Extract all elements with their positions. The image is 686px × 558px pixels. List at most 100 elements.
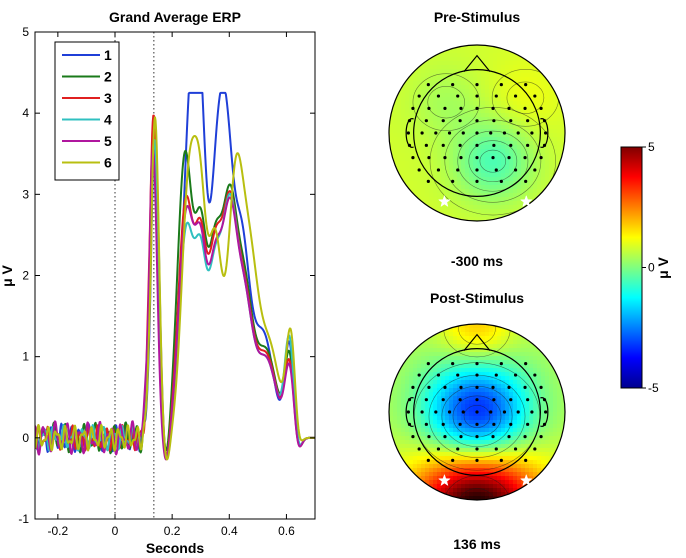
topomap-cell <box>497 209 502 214</box>
topomap-cell <box>501 109 506 114</box>
topomap-cell <box>545 452 550 457</box>
topomap-cell <box>513 444 518 449</box>
topomap-cell <box>449 145 454 150</box>
topomap-cell <box>537 173 542 178</box>
topomap-cell <box>513 428 518 433</box>
topomap-cell <box>557 384 562 389</box>
electrode-dot <box>544 131 548 135</box>
topomap-cell <box>461 49 466 54</box>
topomap-cell <box>441 376 446 381</box>
colorbar-ticks: 50-5 <box>642 140 659 395</box>
topomap-cell <box>417 89 422 94</box>
topomap-cell <box>493 117 498 122</box>
topomap-cell <box>445 113 450 118</box>
topomap-cell <box>481 201 486 206</box>
topomap-cell <box>521 420 526 425</box>
topomap-cell <box>489 57 494 62</box>
topomap-cell <box>433 476 438 481</box>
topomap-cell <box>485 109 490 114</box>
topomap-cell <box>525 340 530 345</box>
topomap-cell <box>421 177 426 182</box>
topomap-cell <box>469 73 474 78</box>
topomap-cell <box>497 380 502 385</box>
topomap-cell <box>461 117 466 122</box>
topomap-cell <box>449 376 454 381</box>
topomap-cell <box>505 372 510 377</box>
topomap-cell <box>437 332 442 337</box>
topomap-cell <box>449 65 454 70</box>
topomap-cell <box>557 396 562 401</box>
topomap-cell <box>477 197 482 202</box>
topomap-cell <box>537 89 542 94</box>
topomap-cell <box>453 117 458 122</box>
topomap-cell <box>533 348 538 353</box>
topomap-boundary <box>388 44 566 222</box>
topomap-cell <box>461 161 466 166</box>
topomap-cell <box>517 336 522 341</box>
topomap-cell <box>493 69 498 74</box>
topomap-cell <box>513 384 518 389</box>
topomap-cell <box>557 121 562 126</box>
topomap-cell <box>445 181 450 186</box>
topomap-cell <box>433 448 438 453</box>
topomap-cell <box>437 360 442 365</box>
topomap-cell <box>473 57 478 62</box>
topomap-cell <box>537 476 542 481</box>
topomap-cell <box>517 456 522 461</box>
topomap-cell <box>493 412 498 417</box>
topomap-cell <box>433 157 438 162</box>
topomap-cell <box>445 49 450 54</box>
topomap-cell <box>473 205 478 210</box>
topomap-cell <box>417 153 422 158</box>
topomap-cell <box>549 444 554 449</box>
topomap-cell <box>529 69 534 74</box>
topomap-cell <box>417 360 422 365</box>
topomap-cell <box>517 444 522 449</box>
topomap-cell <box>461 125 466 130</box>
topomap-cell <box>493 197 498 202</box>
topomap-cell <box>513 376 518 381</box>
topomap-cell <box>389 412 394 417</box>
topomap-cell <box>417 201 422 206</box>
topomap-cell <box>485 412 490 417</box>
topomap-cell <box>517 153 522 158</box>
topomap-cell <box>413 113 418 118</box>
topomap-cell <box>457 364 462 369</box>
topomap-cell <box>533 364 538 369</box>
topomap-cell <box>457 185 462 190</box>
topomap-cell <box>413 105 418 110</box>
topomap-cell <box>409 169 414 174</box>
topomap-cell <box>481 157 486 162</box>
topomap-cell <box>509 93 514 98</box>
topomap-cell <box>409 89 414 94</box>
topomap-cell <box>421 129 426 134</box>
topomap-cell <box>533 69 538 74</box>
topomap-cell <box>425 396 430 401</box>
topomap-cell <box>561 416 565 421</box>
topomap-cell <box>457 368 462 373</box>
topomap-cell <box>501 388 506 393</box>
topomap-cell <box>421 161 426 166</box>
topomap-cell <box>421 197 426 202</box>
topomap-cell <box>405 105 410 110</box>
topomap-cell <box>541 372 546 377</box>
topomap-cell <box>545 432 550 437</box>
topomap-cell <box>513 125 518 130</box>
topomap-cell <box>457 492 462 497</box>
topomap-cell <box>541 169 546 174</box>
topomap-cell <box>413 133 418 138</box>
topomap-cell <box>445 484 450 489</box>
topomap-cell <box>397 149 402 154</box>
topomap-cell <box>417 472 422 477</box>
topomap-cell <box>505 193 510 198</box>
topomap-cell <box>521 456 526 461</box>
topomap-cell <box>473 217 478 221</box>
topomap-cell <box>457 476 462 481</box>
topomap-cell <box>485 157 490 162</box>
topomap-cell <box>489 81 494 86</box>
topomap-cell <box>405 392 410 397</box>
topomap-cell <box>397 448 402 453</box>
topomap-cell <box>489 121 494 126</box>
topomap-cell <box>409 440 414 445</box>
nose-icon <box>463 54 491 73</box>
